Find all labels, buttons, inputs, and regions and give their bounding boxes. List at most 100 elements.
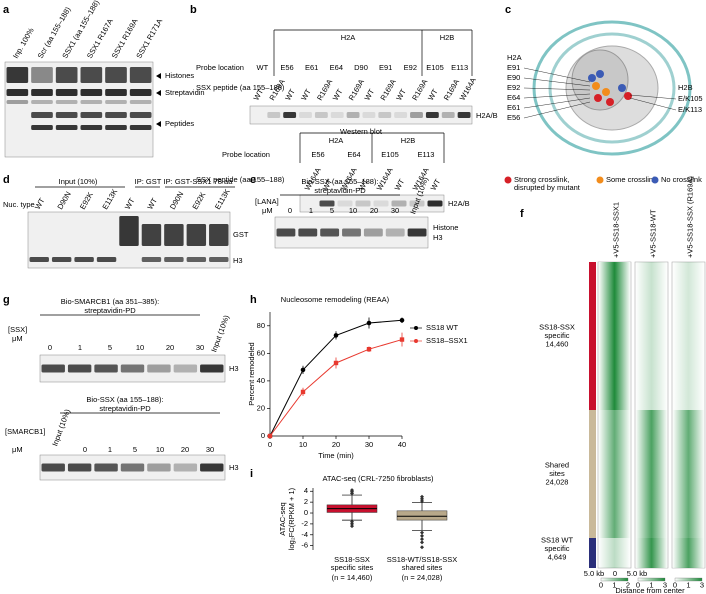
blot-band (267, 112, 281, 118)
leader-line (523, 67, 591, 83)
cluster-label: specific (544, 544, 569, 553)
probe-label: E56 (311, 150, 324, 159)
x-tick-label: specific sites (331, 563, 374, 572)
box (396, 510, 448, 521)
blot-band (141, 224, 162, 246)
chart-title: ATAC-seq (CRL-7250 fibroblasts) (322, 474, 434, 483)
lane-label: WT (145, 196, 159, 211)
blot-band (31, 112, 53, 118)
header-label: IP: GST-SSX1 78 aa (164, 177, 234, 186)
heatmap (635, 410, 668, 538)
title-label: streptavidin-PD (99, 404, 151, 413)
leader-line (523, 77, 591, 87)
lane-label: WT (393, 177, 407, 192)
header-label: IP: GST (135, 177, 162, 186)
cluster-label: Shared (545, 460, 569, 469)
lane-label: WT (394, 87, 408, 102)
color-scale (674, 577, 703, 582)
blot-band (319, 200, 335, 207)
blot-band (31, 89, 53, 96)
lane-label: E92K (190, 191, 207, 211)
blot-band (330, 112, 344, 118)
legend-label: No crosslink (661, 175, 702, 184)
lane-label: WT (299, 87, 313, 102)
data-point (333, 360, 339, 366)
blot-band (209, 224, 229, 246)
blot-band (409, 200, 425, 207)
marker-label: Histones (165, 71, 194, 80)
residue-label: E56 (507, 113, 520, 122)
heatmap (635, 262, 668, 410)
x-tick-label: 20 (332, 440, 340, 449)
blot-band (298, 228, 318, 237)
lane-label: WT (331, 87, 345, 102)
blot-band (363, 228, 383, 237)
marker-arrow (156, 121, 161, 127)
row-label: Nuc. type (3, 200, 35, 209)
scale-tick-label: 3 (700, 580, 704, 589)
x-axis-title: Time (min) (318, 451, 354, 460)
panel-letter: e (250, 174, 256, 186)
data-point (399, 337, 405, 342)
y-tick-label: 0 (261, 431, 265, 440)
blot-band (31, 67, 53, 83)
column-label: +V5-SS18-WT (648, 209, 657, 258)
blot-band (105, 89, 127, 96)
axis-title: Distance from center (615, 586, 685, 594)
scale-tick-label: 1 (649, 580, 653, 589)
band-label: H3 (233, 256, 243, 265)
data-point (300, 389, 306, 395)
header-label: Input (10%) (59, 177, 98, 186)
heatmap (598, 410, 631, 538)
panel-letter: h (250, 294, 257, 306)
blot-band (55, 89, 78, 96)
title-label: Bio-SSX (aa 155–188): (301, 177, 378, 186)
probe-label: E113 (451, 63, 468, 72)
outlier (420, 499, 424, 504)
residue-label: E/K105 (678, 94, 703, 103)
blot-band (129, 125, 152, 130)
blot-band (320, 228, 340, 237)
y-tick-label: 0 (304, 508, 308, 517)
blot-band (129, 100, 152, 104)
blot-band (391, 200, 407, 207)
data-point (300, 367, 306, 373)
concentration-label: 30 (391, 206, 399, 215)
scale-tick-label: 1 (686, 580, 690, 589)
cluster-bar (589, 410, 596, 538)
y-tick-label: 20 (257, 403, 265, 412)
group-label: H2A (329, 136, 344, 145)
band-label: H3 (229, 364, 239, 373)
panel-letter: g (3, 294, 10, 306)
cluster-label: 24,028 (546, 477, 569, 486)
blot-band (164, 224, 184, 246)
row-label: Probe location (222, 150, 270, 159)
blot-band (41, 364, 65, 373)
band-label: GST (233, 230, 249, 239)
outlier (420, 494, 424, 499)
outlier (420, 545, 424, 550)
blot-band (337, 200, 353, 207)
blot-band (355, 200, 371, 207)
group-label: H2B (401, 136, 416, 145)
blot-band (129, 89, 152, 96)
residue-label: E92 (507, 83, 520, 92)
probe-label: E64 (347, 150, 360, 159)
data-point (366, 320, 372, 326)
blot-band (410, 112, 423, 118)
residue-label: E61 (507, 103, 520, 112)
marker-arrow (156, 73, 161, 79)
blot-band (457, 112, 471, 118)
blot-band (186, 257, 207, 262)
blot-band (96, 257, 117, 262)
x-tick-label: shared sites (402, 563, 443, 572)
lane-label: Inp. 100% (11, 26, 36, 60)
blot-band (425, 112, 439, 118)
concentration-label: 20 (181, 445, 189, 454)
concentration-label: 10 (156, 445, 164, 454)
probe-label: E105 (381, 150, 399, 159)
blot-band (173, 463, 198, 472)
lane-label: E113K (100, 187, 119, 211)
title-label: Bio-SSX (aa 155–188): (86, 395, 163, 404)
title-label: streptavidin-PD (314, 186, 366, 195)
